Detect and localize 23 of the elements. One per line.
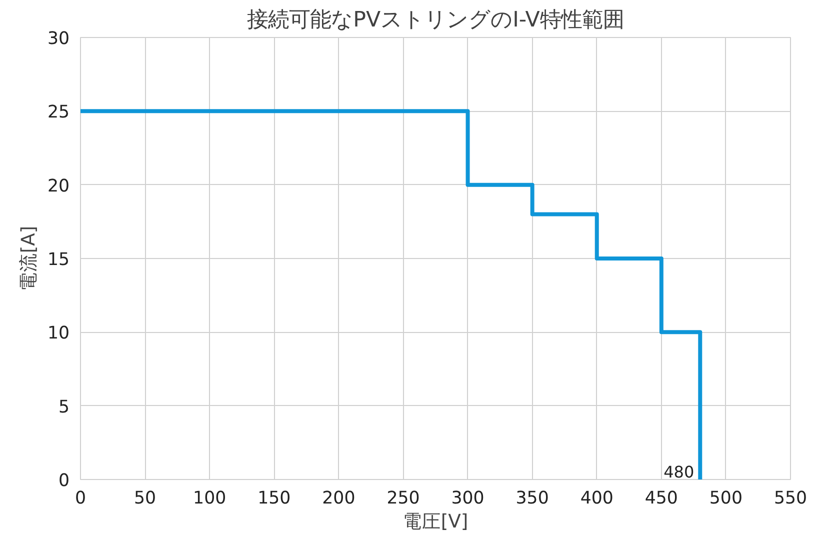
x-tick-label: 250 — [386, 488, 420, 508]
x-tick-label: 0 — [74, 488, 86, 508]
y-tick-label: 15 — [47, 250, 70, 270]
x-tick-label: 450 — [644, 488, 678, 508]
x-tick-label: 500 — [709, 488, 742, 508]
y-tick-label: 20 — [47, 176, 70, 196]
annotation: 480 — [664, 462, 694, 482]
x-tick-label: 300 — [451, 488, 484, 508]
y-tick-label: 5 — [58, 397, 70, 418]
y-tick-label: 30 — [47, 29, 70, 49]
y-tick-label: 0 — [58, 471, 70, 491]
x-axis-title: 電圧[V] — [402, 512, 468, 532]
y-tick-label: 10 — [47, 324, 70, 344]
x-tick-label: 400 — [580, 488, 614, 508]
x-tick-label: 200 — [322, 488, 356, 508]
x-tick-label: 550 — [774, 488, 808, 508]
x-tick-label: 350 — [516, 488, 549, 508]
x-tick-label: 100 — [193, 488, 226, 508]
y-tick-label: 25 — [47, 102, 70, 123]
y-axis-title: 電流[A] — [17, 226, 40, 292]
chart-title: 接続可能なPVストリングのI-V特性範囲 — [247, 8, 624, 32]
x-tick-label: 150 — [258, 488, 291, 508]
x-tick-label: 50 — [134, 488, 156, 508]
